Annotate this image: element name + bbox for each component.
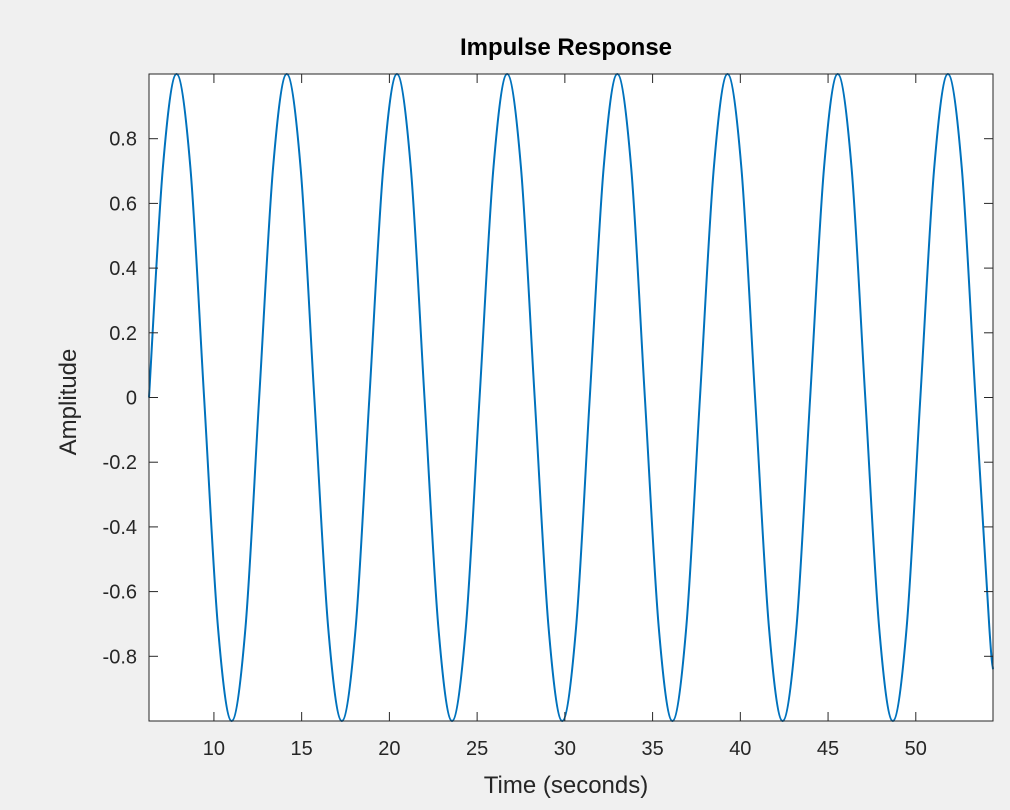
x-tick-label: 50 <box>905 738 927 760</box>
x-tick-label: 25 <box>466 738 488 760</box>
y-tick-label: 0.2 <box>109 323 137 345</box>
y-tick-label: 0.6 <box>109 193 137 215</box>
impulse-response-line <box>148 73 994 722</box>
y-tick-label: -0.8 <box>103 646 137 668</box>
series-layer <box>148 73 994 722</box>
plot-border <box>148 73 994 722</box>
x-tick-label: 40 <box>729 738 751 760</box>
y-tick-label: -0.6 <box>103 582 137 604</box>
x-tick-label: 10 <box>203 738 225 760</box>
y-tick-label: 0 <box>126 388 137 410</box>
chart-title: Impulse Response <box>460 34 672 61</box>
x-tick-label: 20 <box>378 738 400 760</box>
y-tick-label: -0.2 <box>103 452 137 474</box>
x-tick-label: 45 <box>817 738 839 760</box>
y-tick-label: 0.8 <box>109 129 137 151</box>
x-tick-label: 15 <box>291 738 313 760</box>
x-tick-label: 30 <box>554 738 576 760</box>
y-axis-label: Amplitude <box>55 349 82 456</box>
x-tick-label: 35 <box>641 738 663 760</box>
ticks-layer: 10 15 20 25 30 35 40 45 50 0.8 0.6 0.4 0.2 0 -0.2 -0.4 -… <box>103 74 993 760</box>
y-tick-label: -0.4 <box>103 517 137 539</box>
y-tick-label: 0.4 <box>109 258 137 280</box>
plot-area <box>149 74 993 721</box>
x-axis-label: Time (seconds) <box>484 772 648 799</box>
